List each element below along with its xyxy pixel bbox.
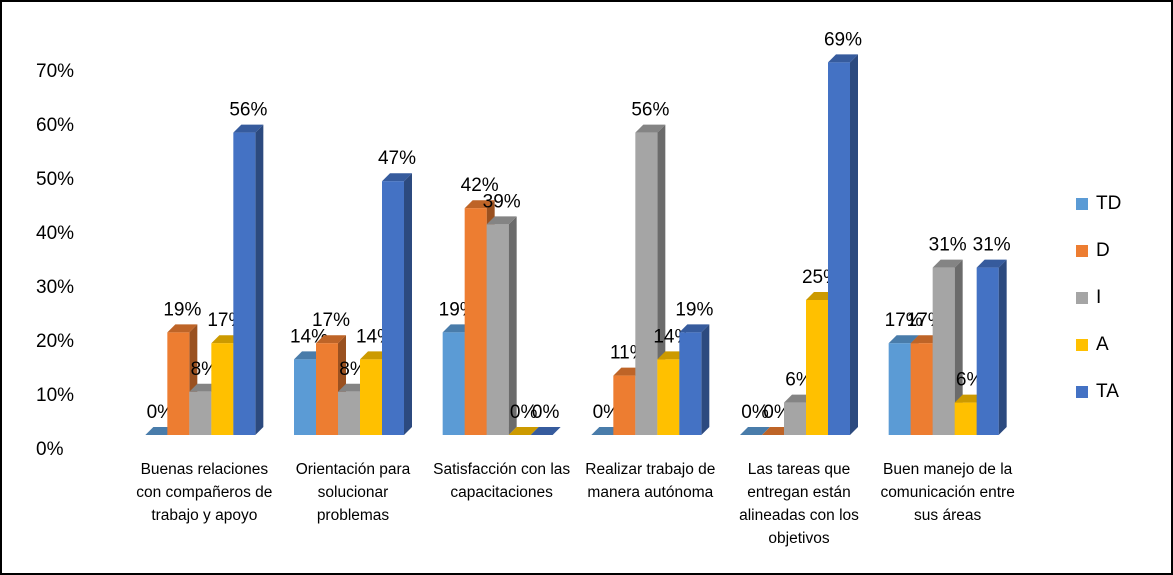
bar (976, 267, 999, 435)
bar (635, 132, 658, 435)
value-label: 0% (763, 402, 791, 423)
bar-top (167, 324, 198, 333)
bar (613, 375, 636, 435)
value-label: 19% (675, 299, 713, 320)
y-tick-label: 0% (36, 439, 64, 460)
y-tick-label: 60% (36, 115, 74, 136)
value-label: 6% (785, 370, 813, 391)
bar-side (850, 54, 858, 436)
bar-top (233, 124, 264, 133)
x-tick-label: Buenas relaciones con compañeros de trab… (136, 461, 273, 524)
bar-top (464, 200, 495, 209)
value-label: 8% (191, 359, 219, 380)
bar (189, 391, 212, 435)
x-tick-label: Buen manejo de la comunicación entre sus… (880, 461, 1015, 524)
y-tick-label: 40% (36, 223, 74, 244)
y-tick-label: 50% (36, 169, 74, 190)
y-tick-label: 10% (36, 385, 74, 406)
value-label: 17% (885, 310, 923, 331)
bar-top (932, 259, 963, 268)
bar-top (635, 124, 666, 133)
bar (910, 343, 933, 435)
value-label: 0% (532, 402, 560, 423)
bar (679, 332, 702, 435)
bar (932, 267, 955, 435)
value-label: 0% (741, 402, 769, 423)
bar (382, 181, 404, 435)
bar (464, 208, 487, 435)
bar (211, 343, 234, 435)
value-label: 31% (929, 235, 967, 256)
bar-side (255, 124, 264, 435)
value-label: 42% (461, 175, 499, 196)
value-label: 0% (593, 402, 621, 423)
value-label: 6% (956, 370, 984, 391)
bar (338, 391, 360, 435)
bar (486, 224, 509, 435)
value-label: 69% (824, 29, 862, 50)
x-tick-label: Satisfacción con las capacitaciones (433, 461, 571, 501)
y-tick-label: 30% (36, 277, 74, 298)
value-label: 31% (973, 235, 1011, 256)
bar-side (508, 216, 517, 435)
legend-label: TD (1096, 193, 1121, 214)
bar-top (740, 427, 770, 435)
legend-label: I (1096, 287, 1101, 308)
bar (316, 343, 338, 435)
legend-swatch (1076, 339, 1088, 351)
bar-side (701, 324, 710, 435)
bar-top (530, 427, 561, 435)
bar-top (486, 216, 517, 225)
legend-swatch (1076, 292, 1088, 304)
bar-top (828, 54, 858, 63)
value-label: 8% (339, 359, 367, 380)
bar-top (679, 324, 710, 333)
bar (828, 62, 850, 436)
bar-side (404, 173, 412, 435)
value-label: 0% (147, 402, 175, 423)
legend-swatch (1076, 386, 1088, 398)
x-tick-label: Orientación para solucionar problemas (295, 461, 411, 524)
value-label: 0% (510, 402, 538, 423)
bar (784, 402, 806, 435)
bar-top (382, 173, 412, 182)
bar (233, 132, 256, 435)
bar (294, 359, 316, 435)
legend-label: A (1096, 334, 1109, 355)
bar-top (508, 427, 539, 435)
y-tick-label: 70% (36, 61, 74, 82)
legend-swatch (1076, 245, 1088, 257)
value-label: 47% (378, 148, 416, 169)
x-tick-label: Las tareas que entregan están alineadas … (739, 461, 859, 547)
value-label: 56% (229, 100, 267, 121)
value-label: 17% (312, 310, 350, 331)
bar-top (976, 259, 1007, 268)
bar-top (316, 335, 346, 344)
bar-top (888, 335, 919, 344)
y-tick-label: 20% (36, 331, 74, 352)
value-label: 39% (483, 191, 521, 212)
bar-side (998, 259, 1007, 435)
value-label: 56% (631, 100, 669, 121)
legend-swatch (1076, 198, 1088, 210)
legend-label: TA (1096, 381, 1119, 402)
bar (954, 402, 977, 435)
bar (442, 332, 465, 435)
x-tick-label: Realizar trabajo de manera autónoma (585, 461, 716, 501)
bar (888, 343, 911, 435)
bar-side (954, 259, 963, 435)
legend-label: D (1096, 240, 1110, 261)
bar (657, 359, 680, 435)
bar (167, 332, 190, 435)
value-label: 19% (163, 299, 201, 320)
bar (360, 359, 382, 435)
bar (806, 300, 828, 435)
